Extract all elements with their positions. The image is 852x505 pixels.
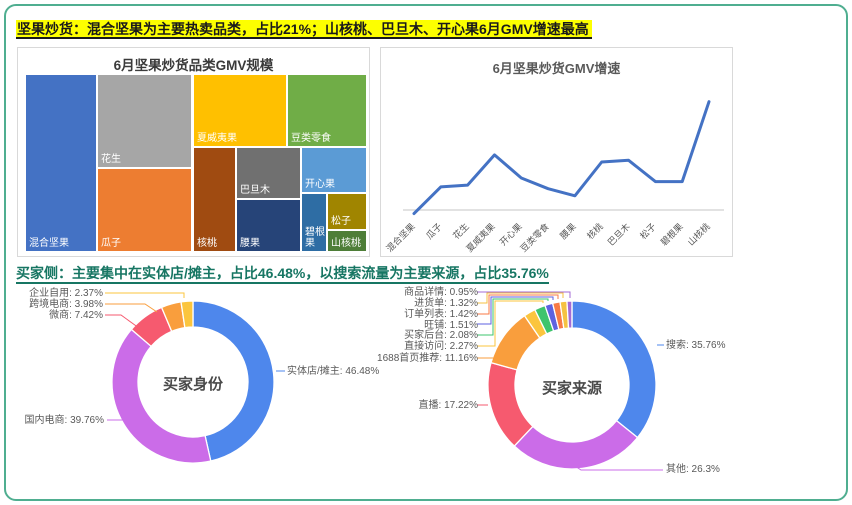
donut-callout-label: 买家后台: 2.08% bbox=[404, 330, 478, 341]
donut-slice[interactable] bbox=[487, 361, 534, 447]
treemap-chart[interactable]: 混合坚果 花生 瓜子 夏威夷果 豆类零食 核桃 巴旦木 腰果 开心果 碧根果 松… bbox=[26, 75, 366, 251]
line-chart-panel: 6月坚果炒货GMV增速 bbox=[380, 47, 733, 257]
section2-headline-text: 买家侧：主要集中在实体店/摊主，占比46.48%，以搜索流量为主要来源，占比35… bbox=[16, 265, 549, 284]
donut-slice[interactable] bbox=[571, 300, 657, 439]
donut-slice[interactable] bbox=[111, 328, 212, 464]
donut-slice[interactable] bbox=[130, 306, 173, 348]
donut-center-title: 买家来源 bbox=[541, 380, 602, 397]
donut-callout-label: 其他: 26.3% bbox=[666, 464, 720, 475]
gmv-growth-series[interactable] bbox=[412, 100, 711, 216]
donut-callout-label: 直接访问: 2.27% bbox=[404, 341, 478, 352]
gmv-growth-line-chart[interactable] bbox=[381, 48, 732, 256]
donut-slice[interactable] bbox=[523, 308, 548, 339]
donut-callout-label: 1688首页推荐: 11.16% bbox=[377, 353, 478, 364]
line-chart-title: 6月坚果炒货GMV增速 bbox=[492, 61, 621, 76]
section1-headline-text: 坚果炒货：混合坚果为主要热卖品类，占比21%；山核桃、巴旦木、开心果6月GMV增… bbox=[16, 20, 592, 39]
donut-callout-label: 跨境电商: 3.98% bbox=[29, 299, 103, 310]
treemap-tile[interactable]: 混合坚果 bbox=[26, 75, 96, 251]
treemap-tile[interactable]: 松子 bbox=[328, 194, 366, 229]
donut-slice[interactable] bbox=[513, 419, 639, 470]
donut-callout-label: 进货单: 1.32% bbox=[414, 298, 478, 309]
donut-slice[interactable] bbox=[160, 301, 186, 333]
donut-center-title: 买家身份 bbox=[162, 376, 223, 393]
section2-headline: 买家侧：主要集中在实体店/摊主，占比46.48%，以搜索流量为主要来源，占比35… bbox=[16, 263, 549, 284]
donut-slice[interactable] bbox=[544, 302, 560, 332]
treemap-title: 6月坚果炒货品类GMV规模 bbox=[113, 58, 274, 73]
donut-callout-label: 商品详情: 0.95% bbox=[404, 287, 478, 298]
treemap-tile[interactable]: 开心果 bbox=[302, 148, 366, 192]
donut-callout-label: 企业自用: 2.37% bbox=[29, 288, 103, 299]
section1-headline: 坚果炒货：混合坚果为主要热卖品类，占比21%；山核桃、巴旦木、开心果6月GMV增… bbox=[16, 19, 592, 39]
donut-slice[interactable] bbox=[566, 300, 573, 329]
treemap-tile[interactable]: 山核桃 bbox=[328, 231, 366, 251]
donut-callout-label: 微商: 7.42% bbox=[49, 310, 103, 321]
treemap-tile[interactable]: 瓜子 bbox=[98, 169, 191, 251]
donut-slice[interactable] bbox=[180, 300, 194, 329]
donut-callout-label: 实体店/摊主: 46.48% bbox=[287, 366, 380, 377]
donut-callout-label: 国内电商: 39.76% bbox=[24, 415, 104, 426]
treemap-tile[interactable]: 豆类零食 bbox=[288, 75, 366, 146]
treemap-tile[interactable]: 腰果 bbox=[237, 200, 300, 251]
donut-callout-label: 直播: 17.22% bbox=[418, 400, 478, 411]
treemap-tile[interactable]: 核桃 bbox=[194, 148, 235, 251]
donut-slice[interactable] bbox=[490, 314, 541, 371]
treemap-tile[interactable]: 巴旦木 bbox=[237, 148, 300, 198]
donut-slice[interactable] bbox=[551, 301, 565, 331]
donut-callout-label: 订单列表: 1.42% bbox=[404, 309, 478, 320]
treemap-panel: 6月坚果炒货品类GMV规模 混合坚果 花生 瓜子 夏威夷果 豆类零食 核桃 巴旦… bbox=[17, 47, 370, 257]
treemap-tile[interactable]: 夏威夷果 bbox=[194, 75, 286, 146]
treemap-tile[interactable]: 花生 bbox=[98, 75, 191, 167]
donut-slice[interactable] bbox=[559, 300, 570, 330]
donut-slice[interactable] bbox=[533, 304, 555, 335]
treemap-tile[interactable]: 碧根果 bbox=[302, 194, 326, 251]
donut-callout-label: 搜索: 35.76% bbox=[666, 340, 726, 351]
donut-callout-label: 旺铺: 1.51% bbox=[424, 320, 478, 331]
